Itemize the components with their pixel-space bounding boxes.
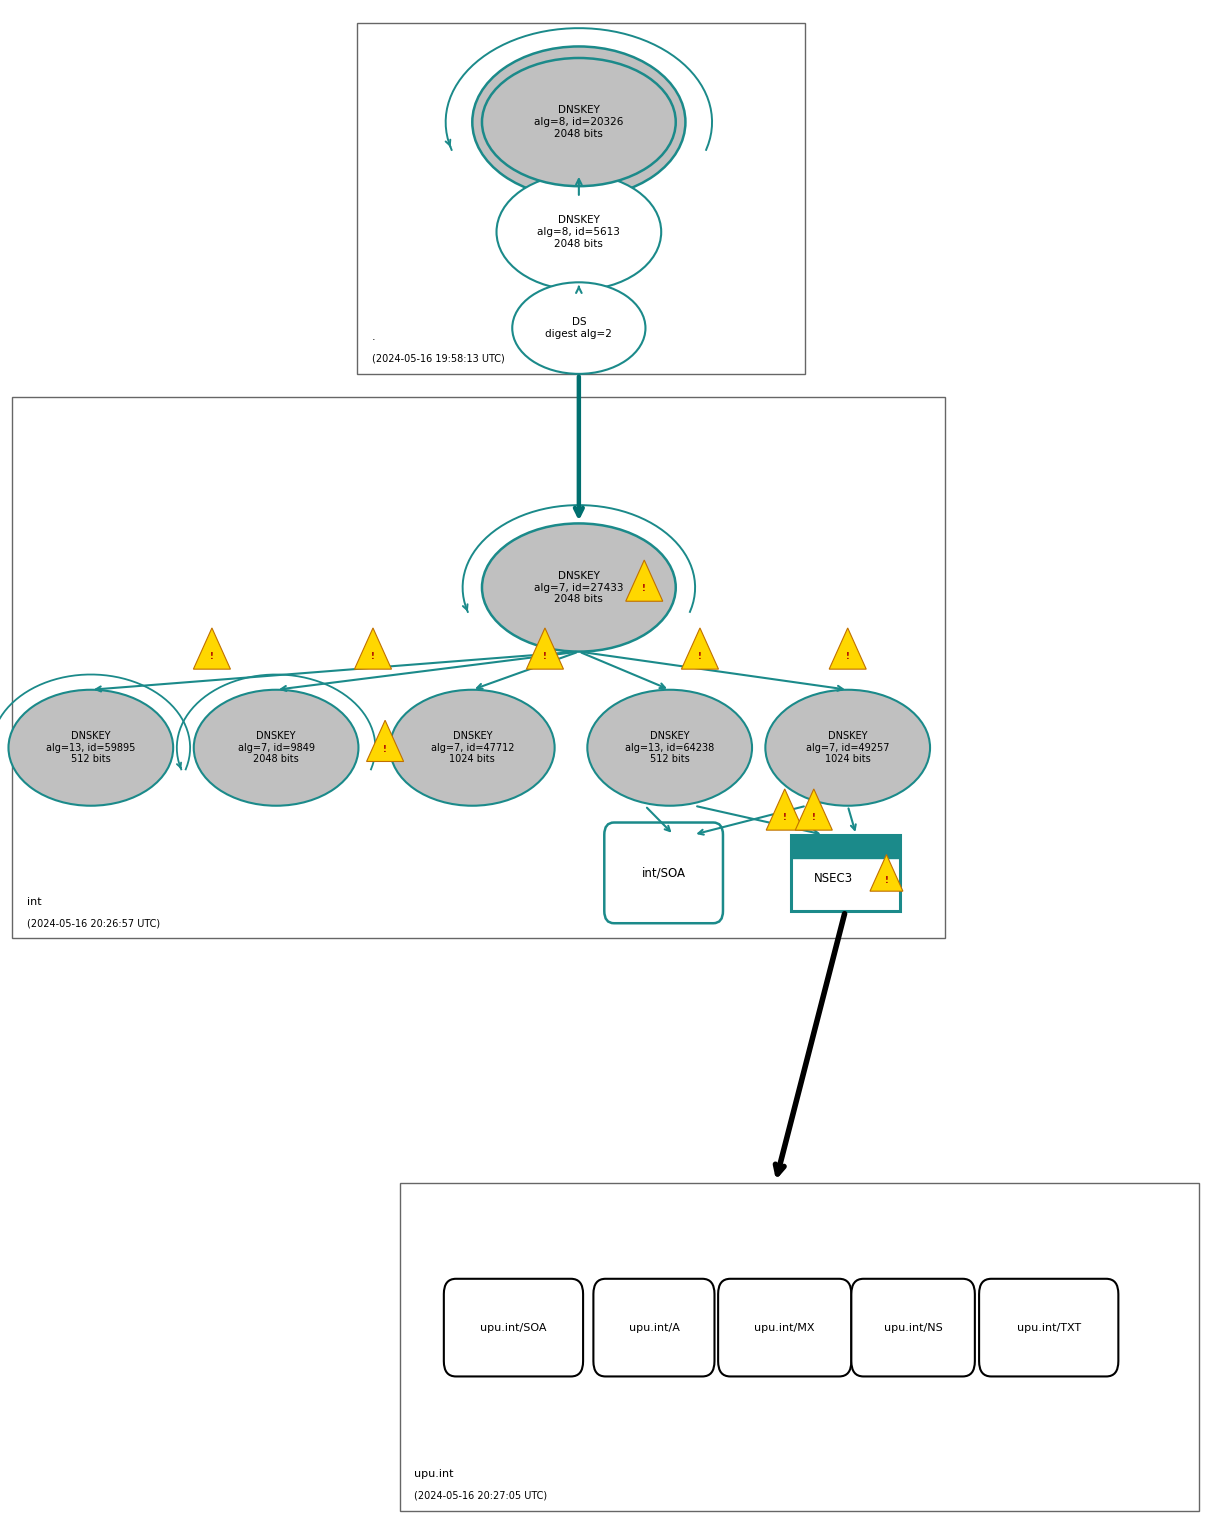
Text: upu.int: upu.int xyxy=(414,1470,454,1479)
Polygon shape xyxy=(869,855,903,891)
Ellipse shape xyxy=(8,690,173,806)
Text: DNSKEY
alg=7, id=47712
1024 bits: DNSKEY alg=7, id=47712 1024 bits xyxy=(431,731,513,765)
Text: (2024-05-16 19:58:13 UTC): (2024-05-16 19:58:13 UTC) xyxy=(372,354,505,363)
FancyBboxPatch shape xyxy=(718,1279,851,1376)
Text: NSEC3: NSEC3 xyxy=(814,873,853,885)
Text: !: ! xyxy=(884,876,889,885)
Ellipse shape xyxy=(194,690,358,806)
Polygon shape xyxy=(367,720,403,761)
Polygon shape xyxy=(355,629,391,670)
Text: int: int xyxy=(27,897,41,906)
Text: DNSKEY
alg=13, id=64238
512 bits: DNSKEY alg=13, id=64238 512 bits xyxy=(625,731,714,765)
Ellipse shape xyxy=(587,690,752,806)
Text: int/SOA: int/SOA xyxy=(642,867,685,879)
Text: DNSKEY
alg=7, id=49257
1024 bits: DNSKEY alg=7, id=49257 1024 bits xyxy=(807,731,889,765)
Polygon shape xyxy=(682,629,718,670)
Text: upu.int/TXT: upu.int/TXT xyxy=(1017,1323,1080,1332)
Text: DNSKEY
alg=8, id=5613
2048 bits: DNSKEY alg=8, id=5613 2048 bits xyxy=(538,215,620,249)
Text: (2024-05-16 20:27:05 UTC): (2024-05-16 20:27:05 UTC) xyxy=(414,1491,547,1500)
Polygon shape xyxy=(194,629,230,670)
Text: upu.int/MX: upu.int/MX xyxy=(754,1323,815,1332)
Text: .: . xyxy=(372,333,375,342)
Text: upu.int/A: upu.int/A xyxy=(629,1323,679,1332)
Text: upu.int/SOA: upu.int/SOA xyxy=(481,1323,546,1332)
Polygon shape xyxy=(830,629,866,670)
Text: !: ! xyxy=(543,652,547,661)
Ellipse shape xyxy=(482,523,676,652)
Text: !: ! xyxy=(371,652,375,661)
Polygon shape xyxy=(767,789,803,830)
Bar xyxy=(791,835,900,911)
Ellipse shape xyxy=(765,690,930,806)
Bar xyxy=(400,1183,1199,1511)
Ellipse shape xyxy=(472,46,685,198)
Text: DS
digest alg=2: DS digest alg=2 xyxy=(545,317,613,339)
Text: (2024-05-16 20:26:57 UTC): (2024-05-16 20:26:57 UTC) xyxy=(27,919,160,928)
Ellipse shape xyxy=(512,282,645,374)
FancyBboxPatch shape xyxy=(604,823,723,923)
Text: !: ! xyxy=(642,584,647,594)
Text: !: ! xyxy=(210,652,214,661)
Text: !: ! xyxy=(383,745,388,754)
Text: upu.int/NS: upu.int/NS xyxy=(884,1323,942,1332)
Text: !: ! xyxy=(698,652,702,661)
Text: DNSKEY
alg=13, id=59895
512 bits: DNSKEY alg=13, id=59895 512 bits xyxy=(46,731,136,765)
Text: DNSKEY
alg=8, id=20326
2048 bits: DNSKEY alg=8, id=20326 2048 bits xyxy=(534,105,624,139)
Bar xyxy=(357,23,805,374)
FancyBboxPatch shape xyxy=(978,1279,1119,1376)
Ellipse shape xyxy=(497,174,661,290)
Text: DNSKEY
alg=7, id=27433
2048 bits: DNSKEY alg=7, id=27433 2048 bits xyxy=(534,571,624,604)
Polygon shape xyxy=(626,560,662,601)
FancyBboxPatch shape xyxy=(593,1279,714,1376)
Ellipse shape xyxy=(482,58,676,186)
FancyBboxPatch shape xyxy=(443,1279,584,1376)
Text: !: ! xyxy=(811,813,816,823)
Ellipse shape xyxy=(390,690,555,806)
Text: !: ! xyxy=(845,652,850,661)
Polygon shape xyxy=(796,789,832,830)
FancyBboxPatch shape xyxy=(851,1279,975,1376)
Text: !: ! xyxy=(782,813,787,823)
Polygon shape xyxy=(527,629,563,670)
Bar xyxy=(12,397,945,938)
Text: DNSKEY
alg=7, id=9849
2048 bits: DNSKEY alg=7, id=9849 2048 bits xyxy=(237,731,315,765)
